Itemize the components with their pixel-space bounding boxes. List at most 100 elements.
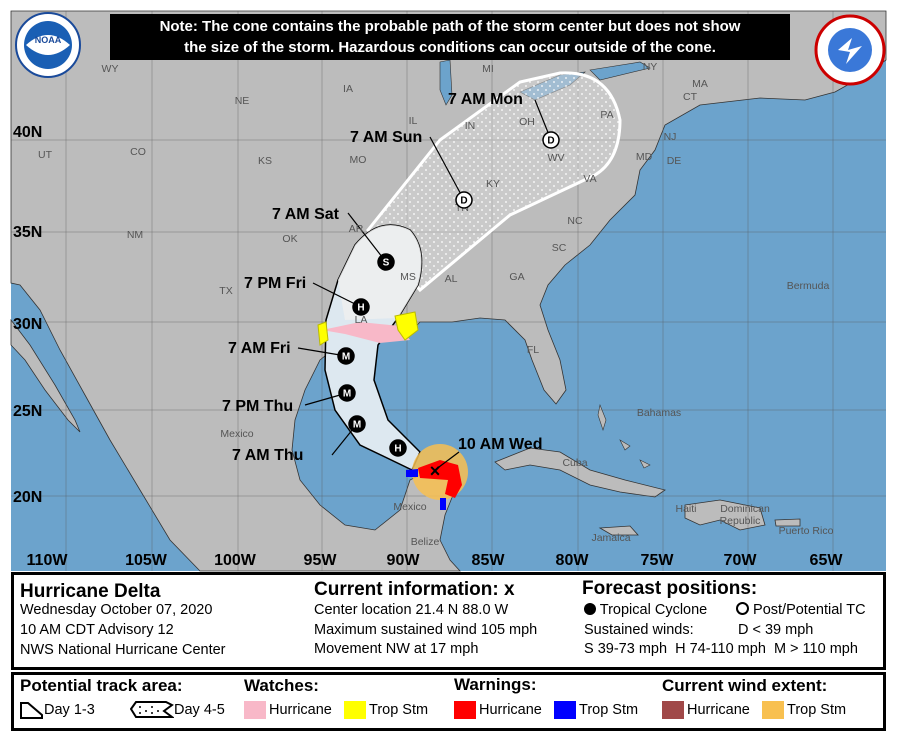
region-label: PA <box>600 109 613 121</box>
land-baja <box>10 318 81 433</box>
region-label: Mexico <box>220 428 253 440</box>
longitude-label: 90W <box>387 552 421 569</box>
region-label: MI <box>482 63 494 75</box>
day13-legend: Day 1-3 <box>20 701 95 719</box>
longitude-label: 85W <box>472 552 506 569</box>
noaa-logo: NOAA <box>15 12 81 78</box>
ptc-legend: Post/Potential TC <box>736 602 866 618</box>
forecast-title: Forecast positions: <box>582 578 758 599</box>
region-label: IA <box>343 83 353 95</box>
region-label: Dominican <box>720 503 770 515</box>
latitude-label: 35N <box>13 224 42 241</box>
land-cuba <box>494 447 666 498</box>
label: Hurricane <box>479 701 542 718</box>
forecast-point-d <box>542 131 560 149</box>
label: Hurricane <box>687 701 750 718</box>
land-hispaniola <box>684 499 766 531</box>
region-label: NY <box>643 61 658 73</box>
region-label: MS <box>400 271 416 283</box>
ts-wind-legend: Trop Stm <box>762 701 846 719</box>
tc-legend: Tropical Cyclone <box>584 602 707 618</box>
forecast-time-label: 7 AM Fri <box>228 340 291 357</box>
day13-cone-icon <box>20 702 43 719</box>
ts-watch-swatch <box>344 701 366 719</box>
day13-label: Day 1-3 <box>44 701 95 718</box>
cone-note: Note: The cone contains the probable pat… <box>110 14 790 60</box>
forecast-point-s <box>377 253 395 271</box>
label-leaders <box>297 99 552 471</box>
land-puerto-rico <box>774 518 801 527</box>
wind-extent-title: Current wind extent: <box>662 676 828 695</box>
region-label: Cuba <box>562 457 587 469</box>
forecast-time-label: 7 AM Mon <box>448 91 523 108</box>
forecast-point-m <box>337 347 355 365</box>
issuer: NWS National Hurricane Center <box>20 642 226 658</box>
forecast-point-symbol: H <box>357 303 364 314</box>
region-label: CO <box>130 146 146 158</box>
label: Hurricane <box>269 701 332 718</box>
region-label: MO <box>350 154 367 166</box>
hurricane-watch-swatch <box>244 701 266 719</box>
longitude-label: 105W <box>125 552 168 569</box>
ts-wind-swatch <box>762 701 784 719</box>
forecast-point-d <box>455 191 473 209</box>
day45-legend: Day 4-5 <box>129 701 225 719</box>
ts-warning-area <box>406 469 446 510</box>
hurricane-watch-area <box>322 322 410 343</box>
longitude-label: 70W <box>724 552 758 569</box>
region-label: TX <box>219 285 232 297</box>
legend-panel: Potential track area: Day 1-3 Day 4-5 Wa… <box>11 672 886 731</box>
region-label: WV <box>548 152 565 164</box>
region-label: FL <box>527 344 539 356</box>
region-label: SC <box>552 242 567 254</box>
max-wind: Maximum sustained wind 105 mph <box>314 622 538 638</box>
region-label: AR <box>349 223 364 235</box>
region-label: GA <box>509 271 524 283</box>
region-label: WY <box>102 63 119 75</box>
center-location: Center location 21.4 N 88.0 W <box>314 602 509 618</box>
hurricane-wind-swatch <box>662 701 684 719</box>
shm-def: S 39-73 mph H 74-110 mph M > 110 mph <box>584 641 858 657</box>
longitude-label: 110W <box>27 552 69 569</box>
forecast-time-label: 7 PM Thu <box>222 398 293 415</box>
current-position-x: × <box>430 461 441 481</box>
region-label: NJ <box>664 131 677 143</box>
day45-cone-icon <box>129 701 175 718</box>
longitude-label: 65W <box>810 552 844 569</box>
land-bahamas <box>597 403 651 469</box>
open-circle-icon <box>736 602 749 615</box>
label: Trop Stm <box>369 701 429 718</box>
region-label: Bermuda <box>787 280 830 292</box>
hurricane-warning-area <box>418 460 462 498</box>
ts-watch-area <box>317 311 419 346</box>
note-line-2: the size of the storm. Hazardous conditi… <box>184 39 716 56</box>
region-label: KS <box>258 155 272 167</box>
svg-text:NOAA: NOAA <box>35 35 62 45</box>
tc-label: Tropical Cyclone <box>599 602 708 618</box>
forecast-point-symbol: S <box>383 258 390 269</box>
region-label: Puerto Rico <box>779 525 834 537</box>
region-label: Jamaica <box>591 532 630 544</box>
forecast-point-symbol: H <box>394 444 401 455</box>
forecast-time-label: 7 AM Sun <box>350 129 422 146</box>
longitude-label: 80W <box>556 552 590 569</box>
forecast-point-h <box>352 298 370 316</box>
region-label: VA <box>583 173 596 185</box>
region-label: IL <box>409 115 418 127</box>
filled-circle-icon <box>584 603 596 615</box>
forecast-point-h <box>389 439 407 457</box>
track-area-title: Potential track area: <box>20 676 183 695</box>
ts-watch-legend: Trop Stm <box>344 701 428 719</box>
land-jamaica <box>598 525 639 536</box>
note-line-1: Note: The cone contains the probable pat… <box>159 18 741 35</box>
forecast-point-m <box>348 415 366 433</box>
region-label: CT <box>683 91 698 103</box>
region-label: IN <box>465 120 476 132</box>
region-label: OK <box>282 233 297 245</box>
latitude-label: 20N <box>13 489 42 506</box>
ptc-label: Post/Potential TC <box>753 602 866 618</box>
longitude-label: 100W <box>214 552 257 569</box>
region-label: MA <box>692 78 708 90</box>
region-label: NC <box>567 215 583 227</box>
